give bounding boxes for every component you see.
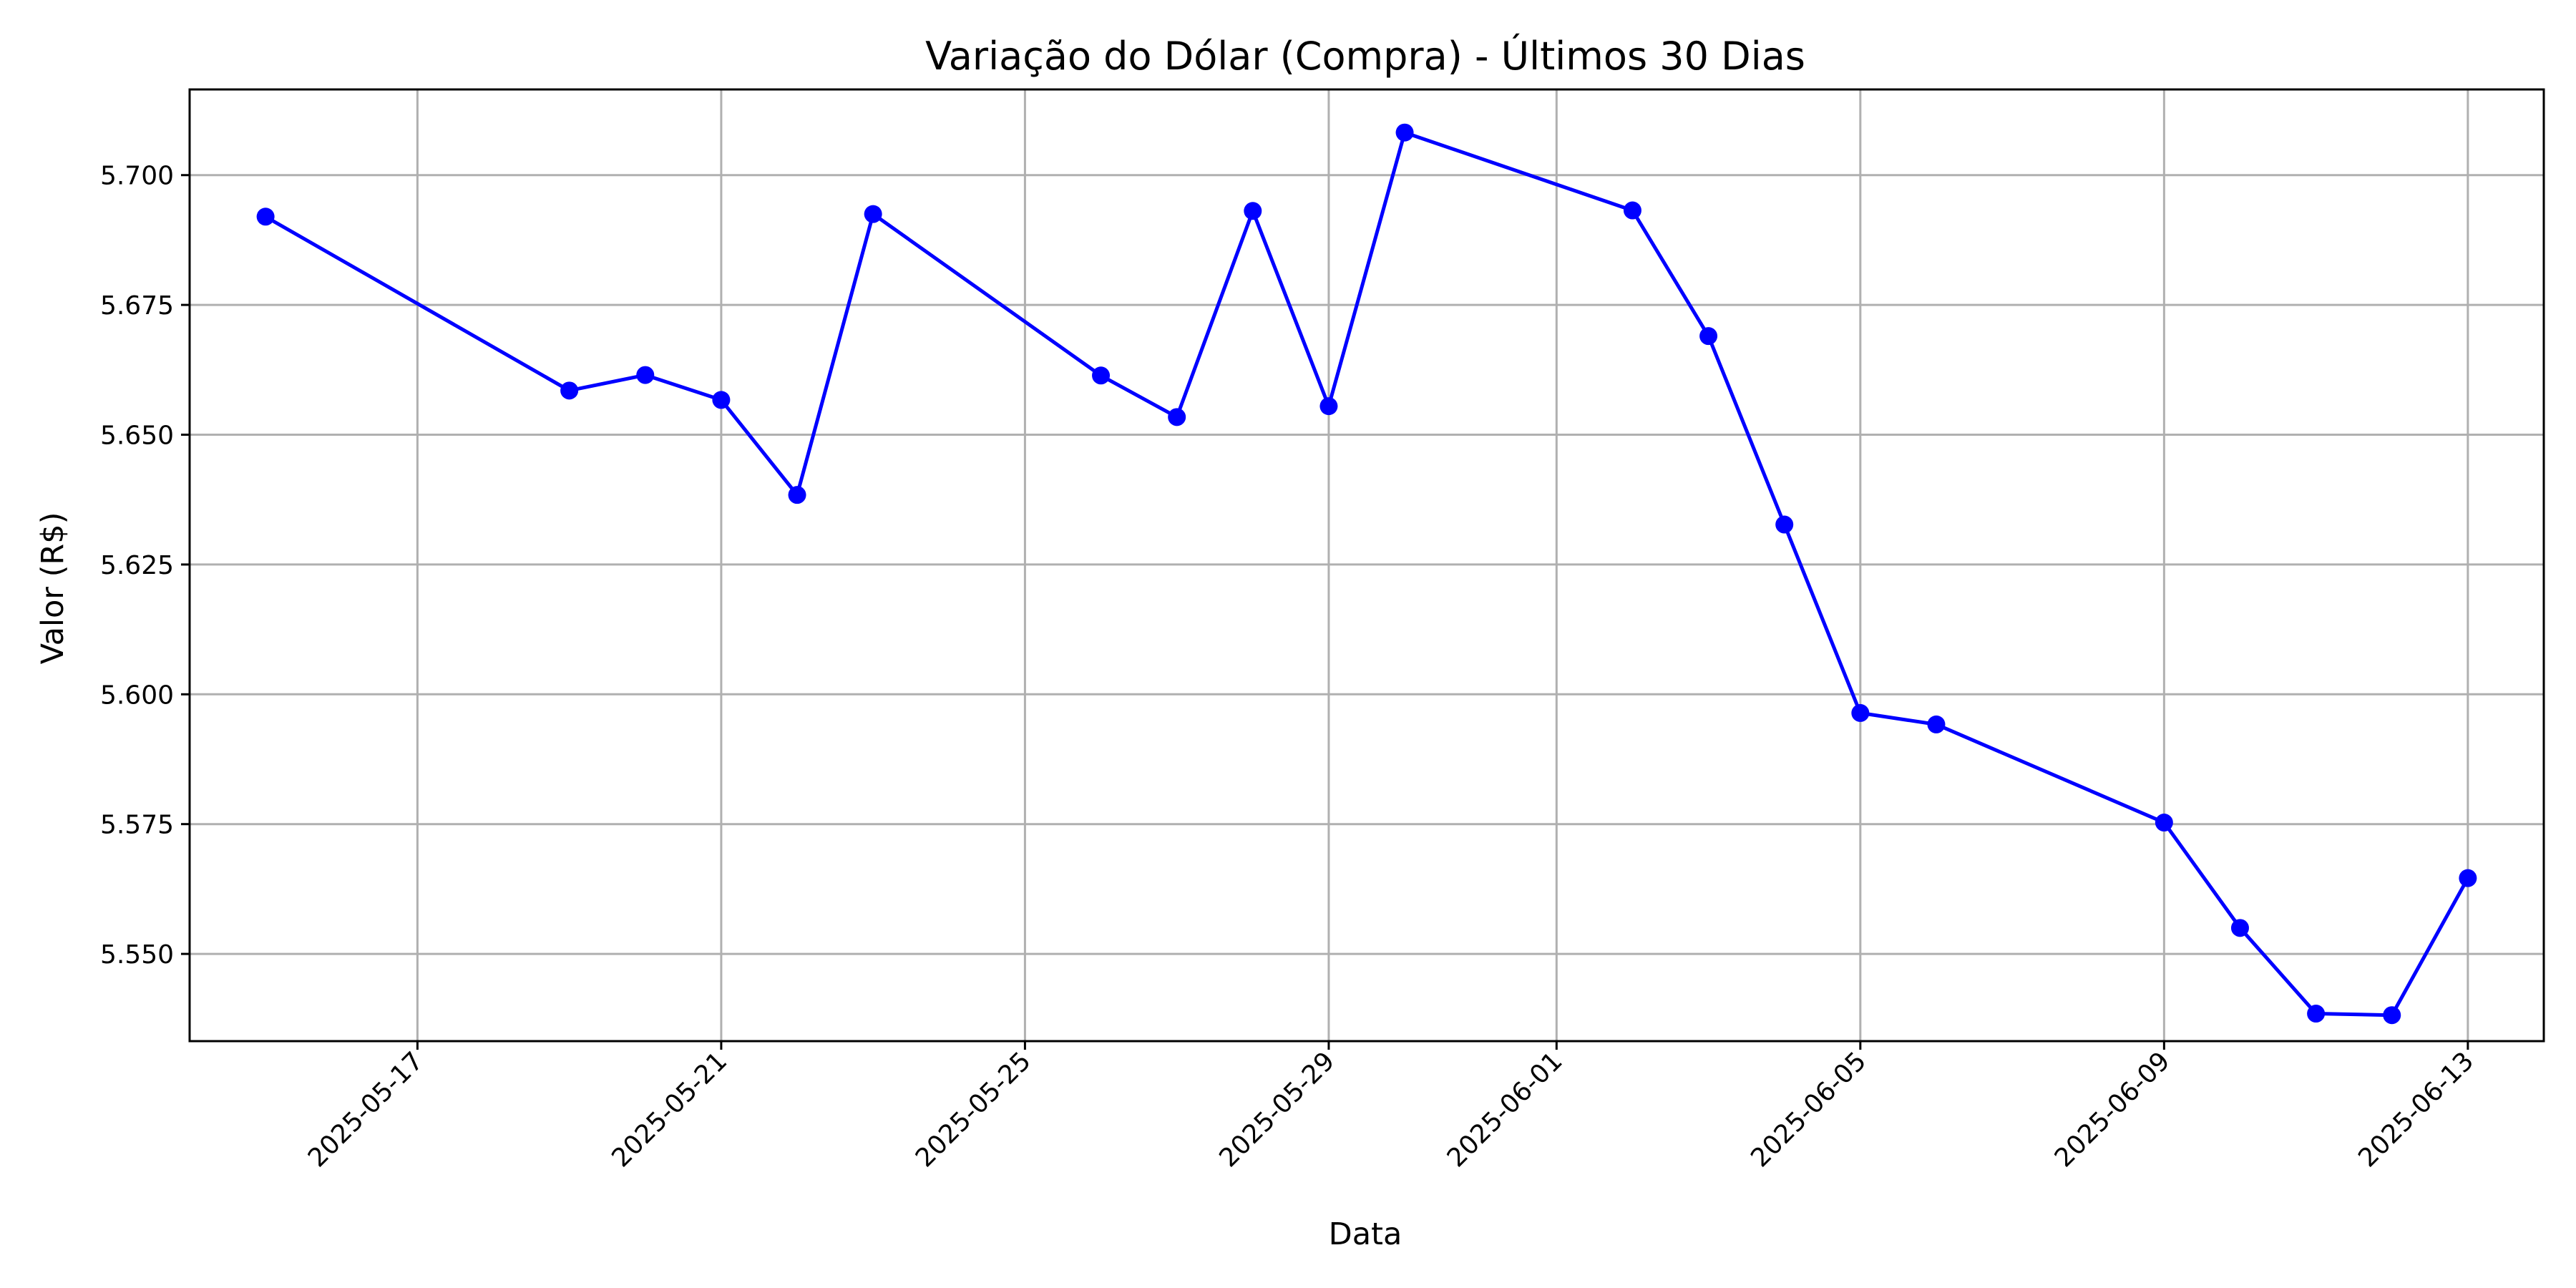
data-point [1927,715,1946,733]
data-point [1699,327,1718,346]
x-axis-label: Data [1329,1216,1402,1252]
y-axis-label: Valor (R$) [35,512,71,665]
data-point [2459,869,2477,887]
data-point [1775,515,1794,534]
gridlines [190,89,2544,1041]
y-tick-label: 5.675 [100,291,174,321]
data-point [2155,814,2173,832]
y-tick-label: 5.575 [100,811,174,840]
series-layer [256,123,2477,1025]
y-tick-label: 5.550 [100,940,174,970]
data-point [2383,1006,2401,1025]
data-point [712,391,731,409]
data-point [788,486,806,504]
chart-title: Variação do Dólar (Compra) - Últimos 30 … [925,34,1805,79]
data-point [2230,919,2249,937]
data-point [1092,366,1111,385]
data-point [636,366,655,384]
data-point [864,205,882,223]
y-tick-label: 5.650 [100,421,174,451]
y-tick-label: 5.625 [100,551,174,580]
data-point [1244,202,1262,220]
data-point [256,208,275,226]
y-tick-label: 5.600 [100,680,174,710]
data-point [1395,123,1414,142]
data-point [560,381,579,400]
data-point [1168,408,1186,426]
data-point [2307,1005,2326,1023]
data-point [1623,201,1641,220]
data-point [1319,397,1338,416]
y-tick-label: 5.700 [100,162,174,191]
data-point [1851,703,1870,722]
